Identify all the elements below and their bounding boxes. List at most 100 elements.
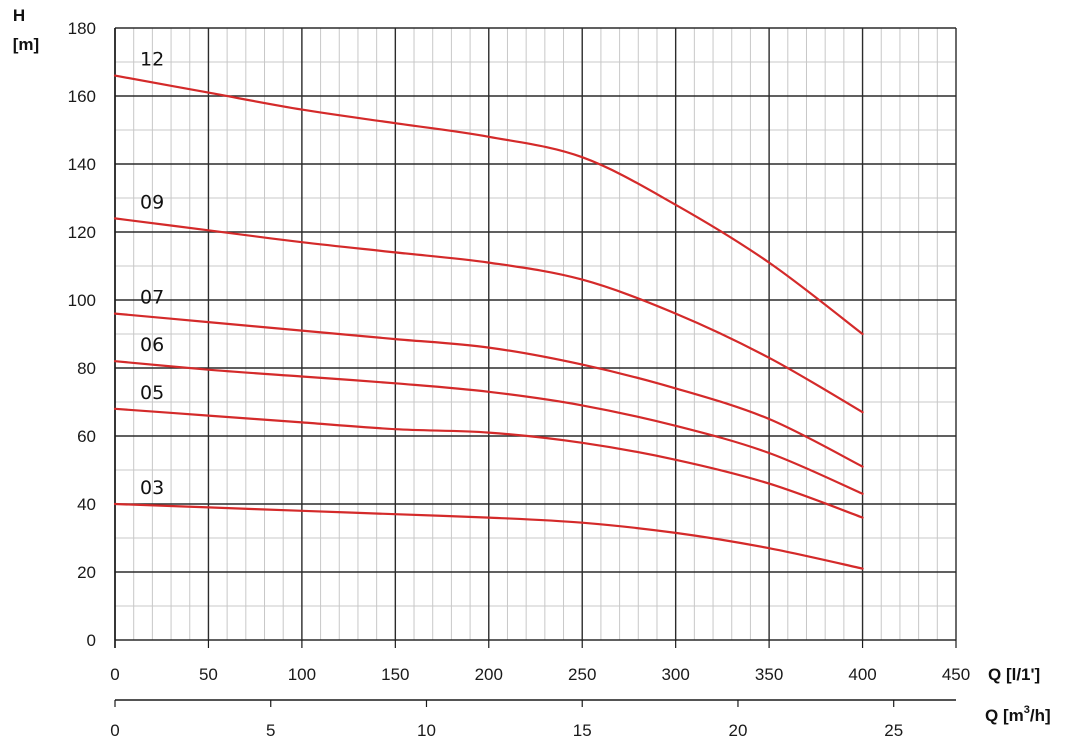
curve-point-05 <box>674 459 677 461</box>
x2-tick-label: 20 <box>729 721 748 740</box>
curve-point-09 <box>674 312 677 315</box>
curve-point-07 <box>581 363 584 366</box>
x2-axis-title: Q [m3/h] <box>985 704 1051 725</box>
x-tick-label: 250 <box>568 665 596 684</box>
x-tick-label: 200 <box>475 665 503 684</box>
curve-point-06 <box>207 368 210 371</box>
curve-point-05 <box>114 408 116 410</box>
x2-tick-label: 25 <box>884 721 903 740</box>
major-grid <box>114 27 957 641</box>
y-tick-label: 80 <box>77 359 96 378</box>
curve-point-05 <box>861 516 864 519</box>
curve-point-09 <box>487 261 490 264</box>
curve-point-12 <box>581 156 584 158</box>
curve-point-07 <box>768 418 770 420</box>
curve-point-07 <box>394 338 397 340</box>
curve-point-05 <box>487 431 490 434</box>
y-tick-label: 160 <box>68 87 96 106</box>
curve-point-05 <box>207 414 210 417</box>
y-tick-label: 60 <box>77 427 96 446</box>
y-tick-label: 40 <box>77 495 96 514</box>
y-axis-unit: [m] <box>13 35 39 54</box>
curve-point-12 <box>487 136 490 138</box>
y-tick-label: 140 <box>68 155 96 174</box>
minor-grid <box>115 28 956 640</box>
curve-point-12 <box>861 333 864 335</box>
curve-point-06 <box>768 452 770 454</box>
curve-point-06 <box>114 360 116 363</box>
curve-point-12 <box>301 108 303 111</box>
x-tick-label: 300 <box>661 665 689 684</box>
x-tick-label: 100 <box>288 665 316 684</box>
curve-point-03 <box>114 503 116 505</box>
curve-point-06 <box>301 375 303 378</box>
curve-point-03 <box>394 513 397 515</box>
curve-point-03 <box>768 547 770 549</box>
curve-label-05: 05 <box>140 382 164 404</box>
x-tick-label: 150 <box>381 665 409 684</box>
curve-point-03 <box>207 506 210 509</box>
x-tick-label: 0 <box>110 665 119 684</box>
curve-point-06 <box>394 382 397 385</box>
curve-point-07 <box>114 312 116 315</box>
y-tick-label: 100 <box>68 291 96 310</box>
curve-point-09 <box>114 217 116 220</box>
curve-point-03 <box>487 516 490 519</box>
curve-point-05 <box>394 428 397 431</box>
curve-label-09: 09 <box>140 191 164 213</box>
curve-12 <box>113 74 864 336</box>
curve-point-09 <box>861 411 864 414</box>
y-tick-label: 20 <box>77 563 96 582</box>
y-tick-label: 120 <box>68 223 96 242</box>
x2-tick-label: 5 <box>266 721 275 740</box>
x2-tick-label: 15 <box>573 721 592 740</box>
curve-point-06 <box>674 425 677 427</box>
curve-point-05 <box>768 482 770 485</box>
x2-tick-label: 0 <box>110 721 119 740</box>
curve-point-03 <box>301 510 303 512</box>
curve-point-12 <box>114 74 116 77</box>
curve-point-12 <box>394 122 397 124</box>
y-tick-label: 0 <box>87 631 96 650</box>
curve-point-09 <box>207 229 210 232</box>
x2-axis-title-sup: 3 <box>1024 704 1030 716</box>
curve-label-06: 06 <box>140 334 164 356</box>
x2-axis-title-prefix: Q [m <box>985 706 1024 725</box>
curve-point-07 <box>301 329 303 332</box>
x-tick-label: 350 <box>755 665 783 684</box>
x-tick-label: 50 <box>199 665 218 684</box>
x-tick-label: 450 <box>942 665 970 684</box>
curve-point-12 <box>674 204 677 206</box>
x-tick-label: 400 <box>848 665 876 684</box>
curve-point-09 <box>394 251 397 254</box>
curve-point-06 <box>487 391 490 393</box>
x2-axis-title-suffix: /h] <box>1030 706 1051 725</box>
curve-label-07: 07 <box>140 287 164 309</box>
axes <box>114 28 957 707</box>
curve-point-03 <box>674 532 677 534</box>
curve-point-07 <box>674 387 677 390</box>
curve-point-05 <box>301 421 303 424</box>
curve-point-09 <box>768 357 770 359</box>
curve-point-12 <box>207 91 210 94</box>
curve-label-12: 12 <box>140 49 164 71</box>
curve-point-07 <box>487 346 490 349</box>
x-axis-title: Q [l/1'] <box>988 665 1040 684</box>
curve-point-05 <box>581 442 584 444</box>
curve-label-03: 03 <box>140 477 164 499</box>
curve-point-07 <box>207 321 210 323</box>
y-axis-title: H <box>13 6 25 25</box>
curve-point-03 <box>581 521 584 524</box>
curve-point-12 <box>768 261 770 264</box>
x2-tick-label: 10 <box>417 721 436 740</box>
curves <box>113 74 864 570</box>
curve-point-09 <box>581 278 584 281</box>
curve-point-06 <box>581 404 584 407</box>
curve-point-06 <box>861 493 864 495</box>
y-tick-label: 180 <box>68 19 96 38</box>
curve-point-09 <box>301 241 303 243</box>
curve-point-03 <box>861 567 864 570</box>
curve-point-07 <box>861 465 864 468</box>
